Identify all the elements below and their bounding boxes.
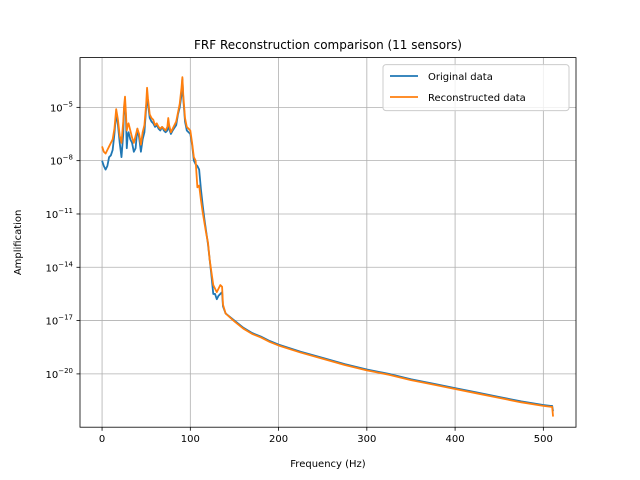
x-tick-label: 300	[357, 434, 376, 445]
y-tick-label: 10−8	[50, 154, 73, 168]
legend-box	[382, 64, 570, 112]
legend: Original data Reconstructed data	[382, 64, 570, 112]
y-tick-label: 10−14	[45, 260, 73, 274]
y-axis-ticks: 10−5 10−8 10−11 10−14 10−17 10−20	[45, 100, 80, 381]
x-tick-label: 400	[446, 434, 465, 445]
y-tick-label: 10−5	[50, 100, 73, 114]
y-axis-label: Amplification	[13, 210, 24, 276]
plot-area-frame	[79, 57, 577, 428]
x-axis-label: Frequency (Hz)	[290, 459, 366, 470]
plot-lines	[101, 76, 554, 417]
legend-label-original: Original data	[428, 72, 493, 83]
x-tick-label: 0	[99, 434, 105, 445]
x-tick-label: 500	[534, 434, 553, 445]
series-line-1	[101, 76, 554, 417]
x-tick-label: 100	[181, 434, 200, 445]
y-tick-label: 10−20	[45, 367, 73, 381]
y-tick-label: 10−17	[45, 314, 73, 328]
y-tick-label: 10−11	[45, 207, 73, 221]
x-axis-ticks: 0 100 200 300 400 500	[99, 427, 553, 445]
chart-title: FRF Reconstruction comparison (11 sensor…	[194, 38, 462, 52]
x-tick-label: 200	[269, 434, 288, 445]
grid-lines	[80, 57, 576, 428]
legend-label-reconstructed: Reconstructed data	[428, 93, 526, 104]
